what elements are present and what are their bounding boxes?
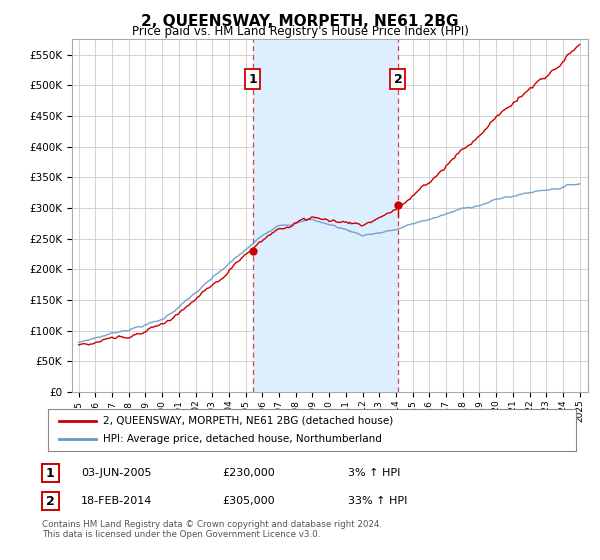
Text: 1: 1	[248, 73, 257, 86]
Text: Contains HM Land Registry data © Crown copyright and database right 2024.: Contains HM Land Registry data © Crown c…	[42, 520, 382, 529]
Text: 33% ↑ HPI: 33% ↑ HPI	[348, 496, 407, 506]
Text: 2: 2	[46, 494, 55, 508]
Bar	[253, 39, 398, 392]
Text: 2: 2	[394, 73, 403, 86]
Text: HPI: Average price, detached house, Northumberland: HPI: Average price, detached house, Nort…	[103, 434, 382, 444]
Text: This data is licensed under the Open Government Licence v3.0.: This data is licensed under the Open Gov…	[42, 530, 320, 539]
Text: 2, QUEENSWAY, MORPETH, NE61 2BG: 2, QUEENSWAY, MORPETH, NE61 2BG	[141, 14, 459, 29]
Text: £230,000: £230,000	[222, 468, 275, 478]
Text: 1: 1	[46, 466, 55, 480]
Text: Price paid vs. HM Land Registry's House Price Index (HPI): Price paid vs. HM Land Registry's House …	[131, 25, 469, 38]
Text: 18-FEB-2014: 18-FEB-2014	[81, 496, 152, 506]
Text: £305,000: £305,000	[222, 496, 275, 506]
Text: 2, QUEENSWAY, MORPETH, NE61 2BG (detached house): 2, QUEENSWAY, MORPETH, NE61 2BG (detache…	[103, 416, 394, 426]
Text: 03-JUN-2005: 03-JUN-2005	[81, 468, 151, 478]
Text: 3% ↑ HPI: 3% ↑ HPI	[348, 468, 400, 478]
